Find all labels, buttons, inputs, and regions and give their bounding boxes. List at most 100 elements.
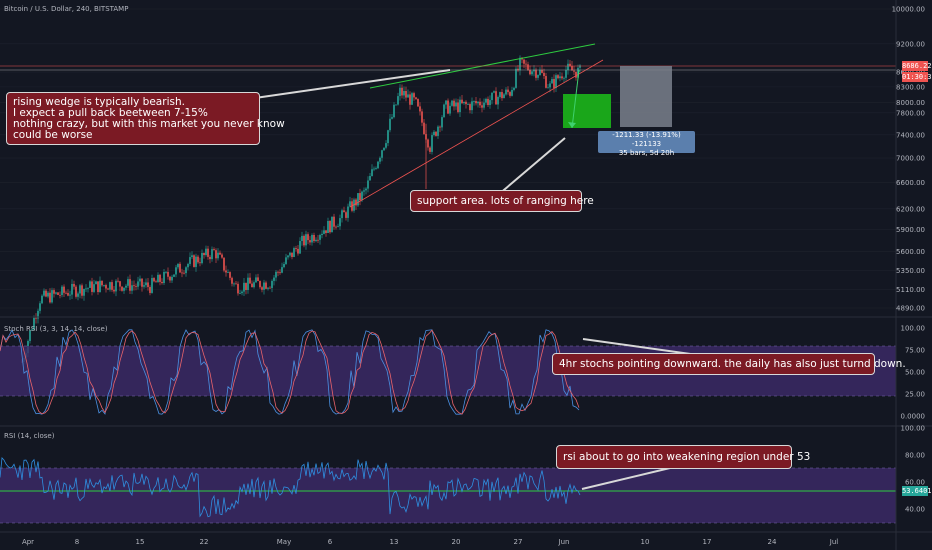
- candle-body: [123, 287, 125, 291]
- wedge-note-pointer: [254, 69, 451, 99]
- candle-body: [69, 294, 71, 296]
- rsi-title: RSI (14, close): [4, 432, 55, 440]
- candle-body: [241, 291, 243, 294]
- candle-body: [433, 131, 435, 136]
- stoch-pane[interactable]: [0, 329, 932, 427]
- candle-body: [339, 218, 341, 227]
- projection-box[interactable]: [620, 66, 672, 127]
- candle-body: [83, 288, 85, 296]
- price-tick-label: 5900.00: [896, 226, 925, 234]
- time-tick-label: 8: [75, 538, 79, 546]
- support-note[interactable]: support area. lots of ranging here: [410, 190, 594, 212]
- candle-body: [333, 216, 335, 227]
- rsi-note[interactable]: rsi about to go into weakening region un…: [556, 445, 810, 469]
- candle-body: [163, 271, 165, 284]
- candle-body: [485, 98, 487, 103]
- rsi-pane[interactable]: [0, 456, 932, 533]
- candle-body: [267, 287, 269, 289]
- candle-body: [197, 256, 199, 263]
- candle-body: [111, 282, 113, 290]
- candle-body: [219, 252, 221, 255]
- candle-body: [277, 271, 279, 273]
- candle-body: [449, 105, 451, 114]
- candle-body: [141, 278, 143, 287]
- price-tick-label: 5110.00: [896, 286, 925, 294]
- candle-body: [227, 272, 229, 273]
- candle-body: [255, 277, 257, 283]
- stoch-note[interactable]: 4hr stochs pointing downward. the daily …: [552, 353, 906, 375]
- candle-body: [73, 283, 75, 287]
- candle-body: [287, 255, 289, 258]
- candle-body: [399, 87, 401, 97]
- wedge-lower-trendline[interactable]: [349, 59, 604, 208]
- candle-body: [279, 272, 281, 274]
- candle-body: [113, 289, 115, 292]
- candle-body: [461, 99, 463, 104]
- candle-body: [229, 272, 231, 278]
- candle-body: [361, 191, 363, 201]
- candle-body: [31, 329, 33, 331]
- rsi-axis[interactable]: 100.00 80.00 60.00 40.00: [901, 425, 926, 514]
- candle-body: [423, 122, 425, 135]
- candle-body: [263, 282, 265, 290]
- candle-body: [525, 63, 527, 65]
- candle-body: [131, 285, 133, 291]
- candle-body: [519, 57, 521, 71]
- candle-body: [303, 235, 305, 246]
- candle-body: [85, 288, 87, 290]
- candle-body: [103, 285, 105, 286]
- candle-body: [559, 76, 561, 79]
- candle-body: [231, 277, 233, 284]
- candle-body: [355, 199, 357, 206]
- candle-body: [175, 267, 177, 275]
- price-tick-label: 6600.00: [896, 179, 925, 187]
- candle-body: [237, 283, 239, 294]
- candle-body: [127, 279, 129, 286]
- candle-body: [139, 278, 141, 282]
- price-axis[interactable]: 10000.009200.008600.008300.008000.007800…: [892, 6, 925, 313]
- candle-body: [357, 193, 359, 206]
- candle-body: [435, 131, 437, 136]
- candle-body: [157, 274, 159, 283]
- candle-body: [193, 255, 195, 267]
- candle-body: [565, 70, 567, 78]
- candle-body: [217, 252, 219, 259]
- candle-body: [541, 69, 543, 73]
- price-tick-label: 7000.00: [896, 155, 925, 163]
- candlestick-series: [21, 55, 581, 365]
- time-tick-label: May: [277, 538, 291, 546]
- candle-body: [509, 92, 511, 96]
- candle-body: [505, 89, 507, 95]
- candle-body: [75, 286, 77, 297]
- candle-body: [183, 272, 185, 274]
- stoch-axis[interactable]: 100.00 75.00 50.00 25.00 0.0000: [901, 325, 926, 421]
- candle-body: [97, 281, 99, 293]
- candle-body: [493, 91, 495, 93]
- candle-body: [341, 210, 343, 219]
- candle-body: [381, 150, 383, 158]
- time-axis[interactable]: Apr 8 15 22 May 6 13 20 27 Jun 10 17 24 Jul: [22, 538, 838, 546]
- candle-body: [61, 286, 63, 296]
- time-tick-label: 17: [703, 538, 712, 546]
- target-box[interactable]: [563, 94, 611, 128]
- candle-body: [515, 68, 517, 88]
- candle-body: [527, 64, 529, 70]
- candle-body: [365, 188, 367, 191]
- wedge-note[interactable]: rising wedge is typically bearish. I exp…: [6, 92, 285, 145]
- price-tick-label: 7800.00: [896, 109, 925, 117]
- candle-body: [93, 284, 95, 292]
- candle-body: [403, 91, 405, 96]
- candle-body: [101, 280, 103, 286]
- candle-body: [319, 235, 321, 240]
- candle-body: [205, 248, 207, 256]
- candle-body: [321, 233, 323, 236]
- projection-arrow: [571, 69, 580, 129]
- price-pane[interactable]: [0, 8, 932, 365]
- candle-body: [573, 70, 575, 72]
- rsi-band: [0, 468, 896, 523]
- candle-body: [87, 287, 89, 289]
- candle-body: [455, 102, 457, 107]
- stoch-tick-label: 0.0000: [901, 413, 926, 421]
- candle-body: [501, 92, 503, 99]
